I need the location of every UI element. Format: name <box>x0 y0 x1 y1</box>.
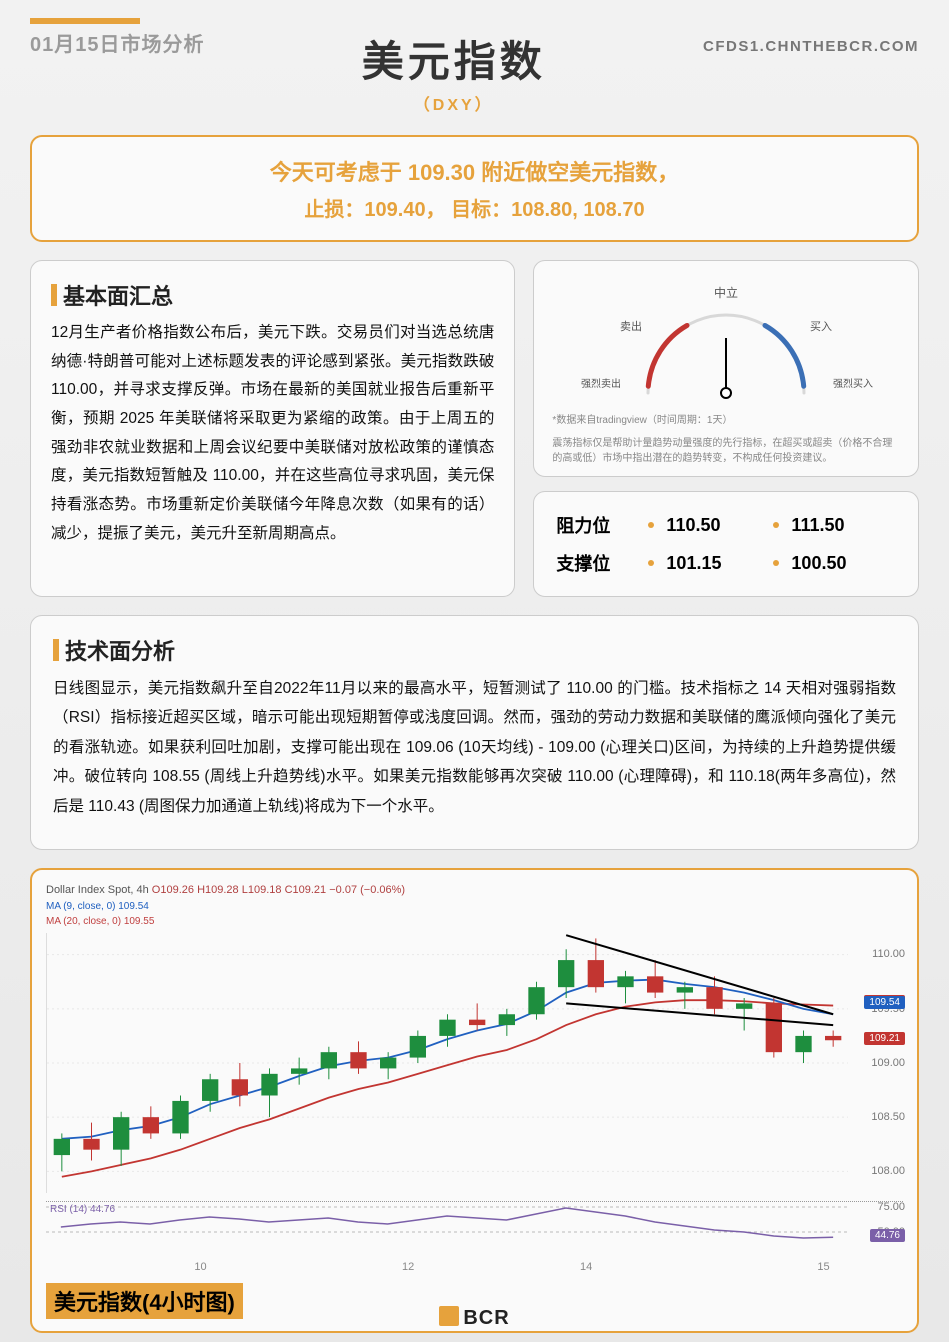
levels-box: 阻力位 110.50 111.50 支撑位 101.15 100.50 <box>533 491 919 597</box>
sentiment-gauge-box: 中立卖出 买入强烈卖出 强烈买入 *数据来自tradingview（时间周期：1天）… <box>533 260 919 477</box>
fundamentals-body: 12月生产者价格指数公布后，美元下跌。交易员们对当选总统唐纳德·特朗普可能对上述… <box>51 319 494 548</box>
support-2: 100.50 <box>791 553 886 574</box>
resistance-2: 111.50 <box>791 515 886 536</box>
bullet-icon <box>648 560 654 566</box>
gauge-note-1: *数据来自tradingview（时间周期：1天） <box>552 413 900 428</box>
rsi-chart: 75.0050.00RSI (14) 44.7644.76 <box>46 1201 903 1261</box>
fundamentals-box: 基本面汇总 12月生产者价格指数公布后，美元下跌。交易员们对当选总统唐纳德·特朗… <box>30 260 515 597</box>
date-label: 01月15日市场分析 <box>30 28 205 57</box>
footer-brand: BCR <box>0 1306 949 1330</box>
svg-text:中立: 中立 <box>714 285 738 300</box>
chart-header: Dollar Index Spot, 4h O109.26 H109.28 L1… <box>46 882 903 929</box>
candlestick-chart: 108.00108.50109.00109.50110.00109.55109.… <box>46 933 903 1193</box>
chart-info: Dollar Index Spot, 4h <box>46 884 149 896</box>
support-1: 101.15 <box>666 553 761 574</box>
technical-box: 技术面分析 日线图显示，美元指数飙升至自2022年11月以来的最高水平，短暂测试… <box>30 615 919 850</box>
trade-line-2: 止损：109.40， 目标：108.80, 108.70 <box>52 193 897 222</box>
logo-icon <box>439 1306 459 1326</box>
svg-text:强烈卖出: 强烈卖出 <box>581 377 621 390</box>
page-subtitle: （DXY） <box>205 91 704 115</box>
fundamentals-title: 基本面汇总 <box>51 279 494 311</box>
trade-line-1: 今天可考虑于 109.30 附近做空美元指数， <box>52 155 897 187</box>
bullet-icon <box>648 522 654 528</box>
resistance-label: 阻力位 <box>556 512 636 538</box>
svg-text:强烈买入: 强烈买入 <box>833 378 873 390</box>
bullet-icon <box>773 560 779 566</box>
price-chart-box: Dollar Index Spot, 4h O109.26 H109.28 L1… <box>30 868 919 1333</box>
svg-text:买入: 买入 <box>810 320 832 333</box>
trade-idea-box: 今天可考虑于 109.30 附近做空美元指数， 止损：109.40， 目标：10… <box>30 135 919 242</box>
svg-text:卖出: 卖出 <box>620 319 642 333</box>
technical-body: 日线图显示，美元指数飙升至自2022年11月以来的最高水平，短暂测试了 110.… <box>53 674 896 821</box>
sentiment-gauge: 中立卖出 买入强烈卖出 强烈买入 <box>561 275 891 405</box>
support-label: 支撑位 <box>556 550 636 576</box>
bullet-icon <box>773 522 779 528</box>
resistance-1: 110.50 <box>666 515 761 536</box>
gauge-note-2: 震荡指标仅是帮助计量趋势动量强度的先行指标，在超买或超卖（价格不合理的高或低）市… <box>552 436 900 466</box>
source-url: CFDS1.CHNTHEBCR.COM <box>703 38 919 55</box>
page-title: 美元指数 <box>205 28 704 89</box>
technical-title: 技术面分析 <box>53 634 896 666</box>
